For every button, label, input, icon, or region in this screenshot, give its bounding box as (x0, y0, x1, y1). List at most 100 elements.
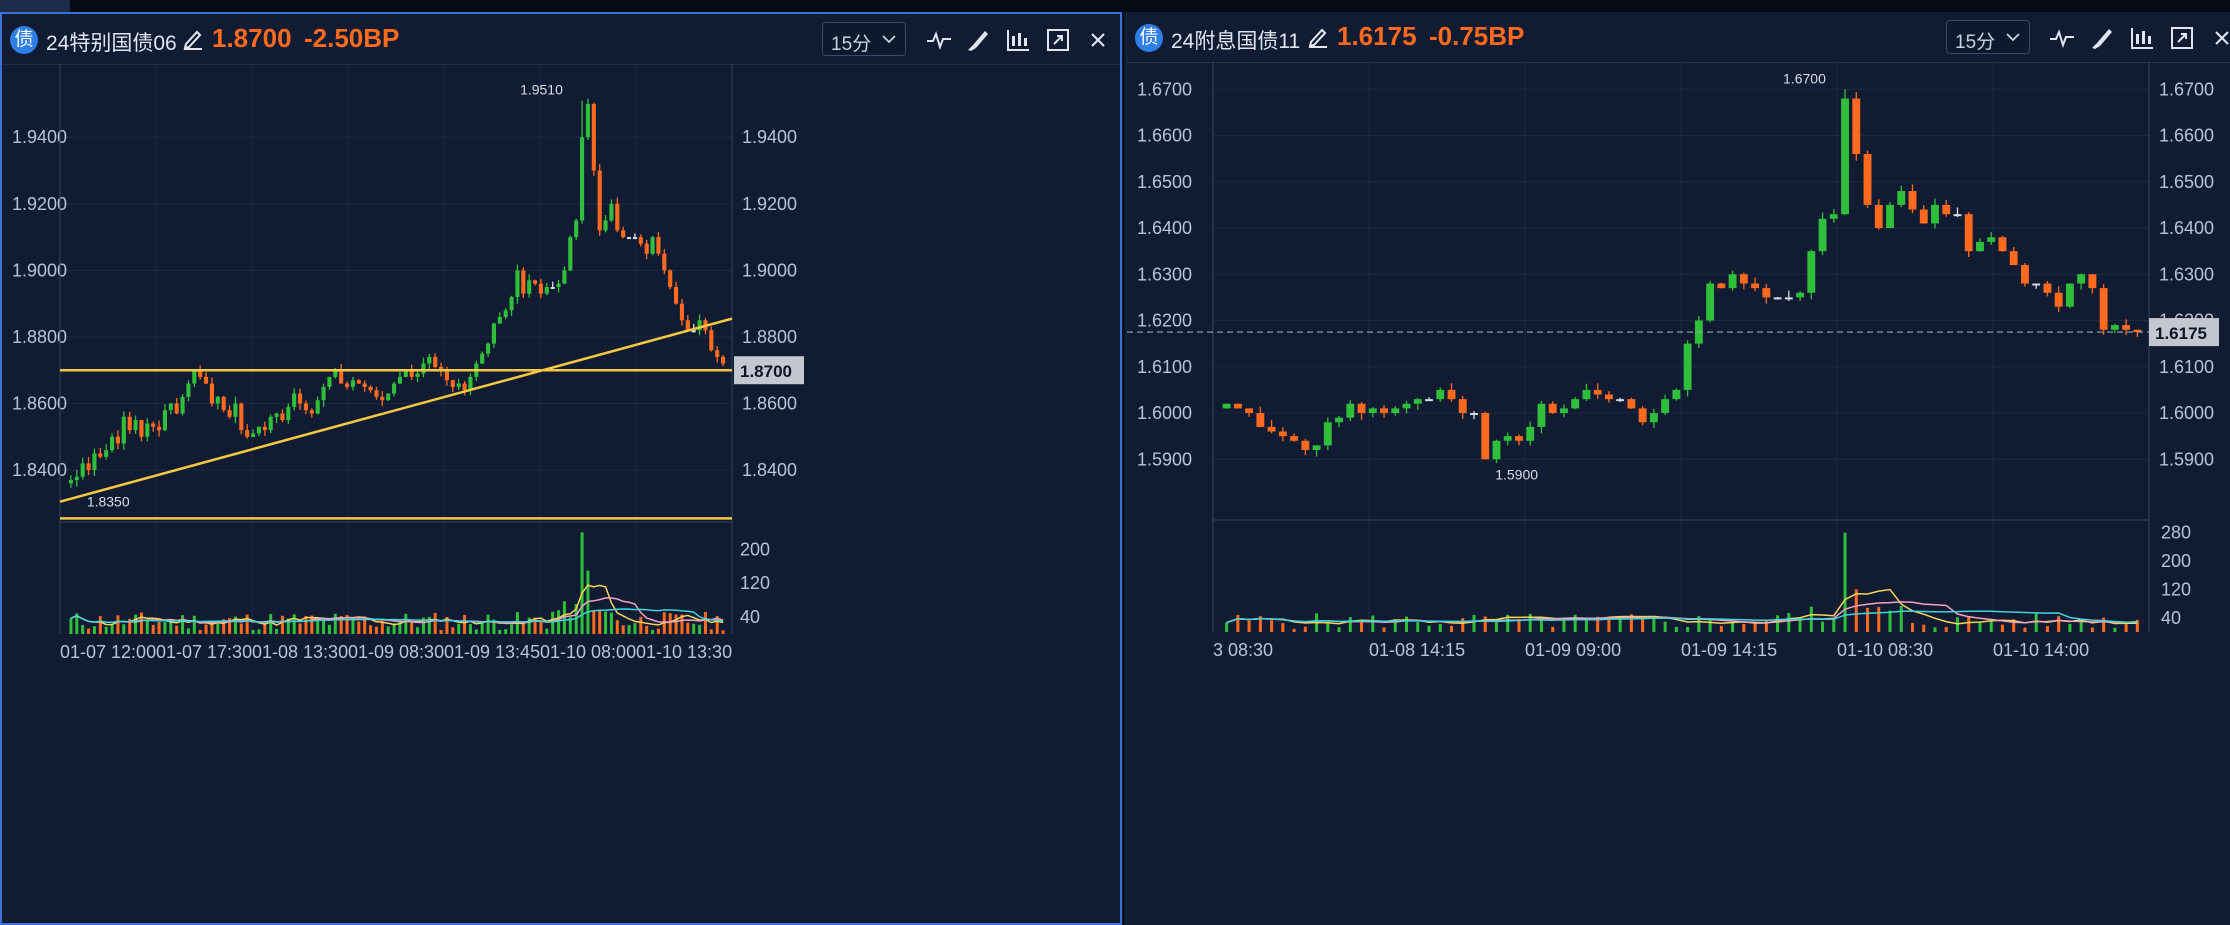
y-tick-label-right: 1.6500 (2159, 172, 2214, 192)
volume-bar (1382, 627, 1386, 632)
volume-bar (69, 618, 73, 634)
candle-body (668, 270, 673, 288)
candle-body (674, 287, 679, 304)
candle-body (1942, 204, 1951, 215)
y-tick-label-right: 1.9400 (742, 127, 797, 147)
y-tick-label-left: 1.6200 (1137, 311, 1192, 331)
volume-tick-label: 200 (740, 539, 770, 559)
pencil-icon[interactable] (182, 26, 204, 50)
candle-body (1402, 403, 1411, 409)
volume-bar (468, 624, 472, 634)
volume-bar (1764, 619, 1768, 632)
pencil-icon[interactable] (1307, 24, 1329, 48)
candle-body (632, 237, 637, 240)
candle-body (274, 413, 279, 417)
volume-ma-line (1226, 610, 2138, 624)
indicator-icon[interactable] (2129, 25, 2155, 51)
y-tick-label-right: 1.6400 (2159, 218, 2214, 238)
volume-ma-line (70, 584, 724, 626)
last-price-tag-label: 1.6175 (2155, 324, 2207, 343)
candle-body (368, 386, 373, 391)
x-tick-label: 01-10 08:00 (540, 642, 636, 662)
volume-bar (674, 614, 678, 634)
candle-body (339, 370, 344, 384)
interval-select[interactable]: 15分 (822, 22, 906, 56)
candle-body (74, 476, 79, 481)
candle-body (1481, 413, 1490, 460)
volume-bar (122, 624, 126, 634)
candlestick-chart[interactable]: 1.6700 1.6700 1.6600 1.6600 1.6500 1.6500 1.64… (1127, 12, 2230, 925)
line-chart-icon[interactable] (2049, 25, 2075, 51)
candle-body (1649, 413, 1658, 423)
volume-bar (1360, 621, 1364, 632)
candle-body (350, 380, 355, 387)
volume-bar (392, 623, 396, 634)
volume-bar (580, 532, 584, 634)
volume-bar (222, 619, 226, 634)
active-window-tab[interactable] (0, 0, 70, 12)
indicator-icon[interactable] (1005, 27, 1031, 53)
candle-body (315, 400, 320, 414)
candle-body (1447, 389, 1456, 400)
candle-body (239, 403, 244, 431)
candlestick-chart[interactable]: 1.9400 1.9400 1.9200 1.9200 1.9000 1.9000 1.88… (2, 14, 1120, 925)
candle-body (480, 353, 485, 364)
volume-bar (1708, 620, 1712, 632)
volume-bar (1967, 616, 1971, 632)
candle-body (521, 270, 526, 294)
line-chart-icon[interactable] (926, 27, 952, 53)
high-label: 1.9510 (520, 82, 563, 98)
expand-icon[interactable] (2169, 25, 2195, 51)
expand-icon[interactable] (1045, 27, 1071, 53)
candle-body (2133, 329, 2142, 333)
volume-bar (1629, 614, 1633, 632)
volume-bar (1663, 621, 1667, 632)
volume-bar (1337, 627, 1341, 632)
volume-bar (169, 619, 173, 634)
candle-body (2021, 265, 2029, 284)
y-tick-label-right: 1.6300 (2159, 264, 2214, 284)
interval-select[interactable]: 15分 (1946, 20, 2030, 54)
volume-bar (604, 611, 608, 634)
candle-body (562, 270, 567, 284)
candle-body (1919, 209, 1928, 224)
volume-bar (1461, 618, 1465, 632)
chevron-down-icon (882, 35, 896, 44)
candle-body (1346, 403, 1355, 418)
candle-body (1706, 283, 1715, 321)
close-icon[interactable] (2209, 25, 2230, 51)
volume-bar (1393, 619, 1397, 632)
volume-tick-label: 280 (2161, 523, 2191, 543)
volume-bar (304, 616, 308, 634)
bond-badge-icon: 债 (1135, 24, 1163, 52)
y-tick-label-right: 1.9000 (742, 260, 797, 280)
candle-body (110, 436, 115, 451)
candle-body (1391, 408, 1400, 414)
y-tick-label-left: 1.6700 (1137, 79, 1192, 99)
x-tick-label: 01-07 17:30 (156, 642, 252, 662)
chart-panel-left[interactable]: 债 24特别国债06 1.8700 -2.50BP 15分 1.9400 1.94… (0, 12, 1122, 925)
close-icon[interactable] (1085, 27, 1111, 53)
candle-body (585, 103, 590, 138)
brush-icon[interactable] (965, 27, 991, 53)
candle-body (1526, 426, 1535, 441)
candle-body (286, 406, 291, 421)
candle-body (509, 296, 514, 311)
brush-icon[interactable] (2089, 25, 2115, 51)
candle-body (409, 370, 414, 377)
candle-body (2065, 283, 2074, 307)
volume-bar (2012, 619, 2016, 632)
candle-body (280, 413, 285, 421)
volume-bar (204, 624, 208, 634)
volume-bar (2102, 617, 2106, 632)
candle-body (709, 330, 714, 351)
y-tick-label-left: 1.6300 (1137, 264, 1192, 284)
chart-panel-right[interactable]: 债 24附息国债11 1.6175 -0.75BP 15分 1.6700 1.67… (1126, 12, 2230, 925)
candle-body (1560, 408, 1568, 414)
candle-body (204, 376, 209, 384)
volume-bar (1596, 616, 1600, 632)
instrument-title[interactable]: 24附息国债11 (1171, 30, 1301, 53)
candle-body (1931, 204, 1939, 224)
candle-body (656, 237, 661, 254)
instrument-title[interactable]: 24特别国债06 (46, 32, 177, 55)
